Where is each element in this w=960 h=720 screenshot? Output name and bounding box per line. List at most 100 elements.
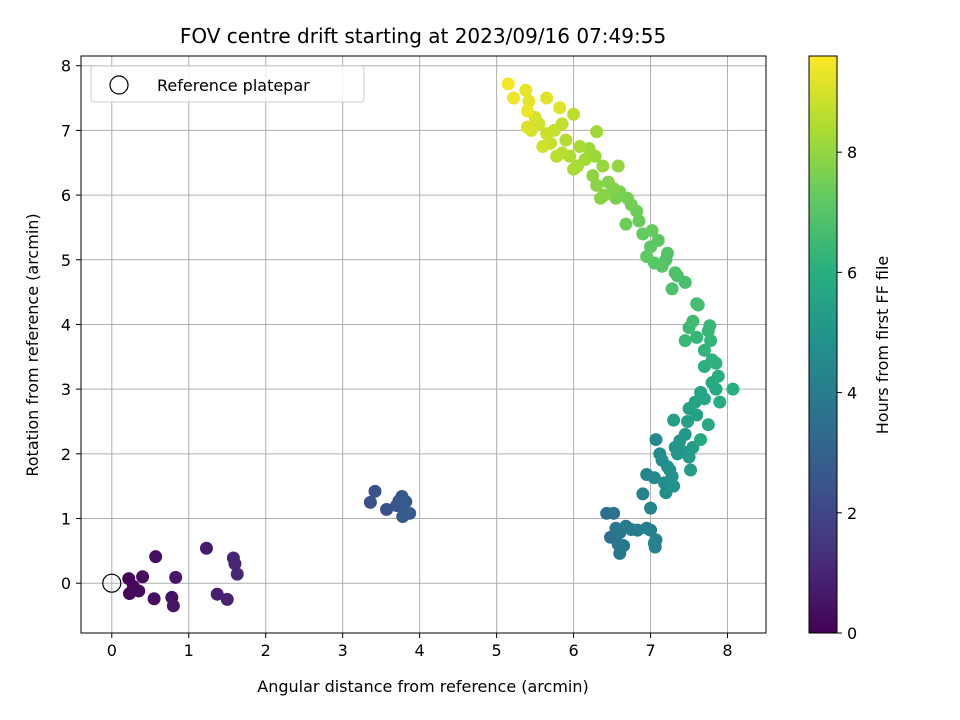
- colorbar-tick-label: 2: [847, 504, 857, 523]
- y-tick-label: 2: [61, 445, 71, 464]
- data-point: [668, 266, 682, 280]
- data-point: [647, 471, 661, 485]
- data-point: [665, 282, 679, 296]
- data-point: [649, 433, 663, 447]
- data-point: [567, 162, 581, 176]
- x-tick-label: 0: [107, 641, 117, 660]
- data-point: [166, 599, 180, 613]
- data-point: [590, 125, 604, 139]
- legend-label: Reference platepar: [157, 76, 310, 95]
- data-point: [550, 149, 564, 163]
- data-point: [540, 91, 554, 105]
- y-tick-label: 5: [61, 251, 71, 270]
- data-point: [680, 414, 694, 428]
- data-points: [122, 77, 740, 613]
- reference-platepar-marker: [102, 573, 122, 593]
- data-point: [567, 107, 581, 121]
- data-point: [690, 330, 704, 344]
- data-point: [619, 217, 633, 231]
- y-axis-ticks: 0 1 2 3 4 5 6 7 8: [61, 57, 81, 593]
- data-point: [573, 140, 587, 154]
- data-point: [607, 506, 621, 520]
- data-point: [694, 433, 708, 447]
- y-tick-label: 6: [61, 186, 71, 205]
- data-point: [645, 224, 659, 238]
- data-point: [149, 550, 163, 564]
- data-point: [403, 506, 417, 520]
- data-point: [704, 334, 718, 348]
- data-point: [711, 369, 725, 383]
- data-point: [649, 533, 663, 547]
- x-tick-label: 1: [184, 641, 194, 660]
- data-point: [644, 501, 658, 515]
- x-axis-label: Angular distance from reference (arcmin): [257, 677, 588, 696]
- data-point: [697, 392, 711, 406]
- y-tick-label: 8: [61, 57, 71, 76]
- data-point: [709, 356, 723, 370]
- data-point: [665, 469, 679, 483]
- data-point: [220, 592, 234, 606]
- data-point: [636, 487, 650, 501]
- data-point: [363, 495, 377, 509]
- data-point: [601, 175, 615, 189]
- legend: Reference platepar: [90, 65, 365, 103]
- data-point: [617, 539, 631, 553]
- data-point: [586, 169, 600, 183]
- data-point: [701, 418, 715, 432]
- data-point: [640, 250, 654, 264]
- colorbar-label: Hours from first FF file: [873, 256, 892, 435]
- data-point: [522, 94, 536, 108]
- chart-title: FOV centre drift starting at 2023/09/16 …: [180, 24, 666, 48]
- y-tick-label: 7: [61, 121, 71, 140]
- y-tick-label: 1: [61, 510, 71, 529]
- data-point: [684, 463, 698, 477]
- data-point: [169, 570, 183, 584]
- data-point: [686, 314, 700, 328]
- data-point: [726, 382, 740, 396]
- data-point: [609, 191, 623, 205]
- x-tick-label: 3: [338, 641, 348, 660]
- data-point: [713, 395, 727, 409]
- colorbar-tick-label: 8: [847, 143, 857, 162]
- data-point: [667, 413, 681, 427]
- data-point: [536, 140, 550, 154]
- data-point: [540, 127, 554, 141]
- y-tick-label: 4: [61, 315, 71, 334]
- data-point: [594, 191, 608, 205]
- y-tick-label: 3: [61, 380, 71, 399]
- plot-frame: [80, 55, 767, 634]
- data-point: [147, 592, 161, 606]
- data-point: [132, 584, 146, 598]
- data-point: [632, 214, 646, 228]
- data-point: [678, 334, 692, 348]
- colorbar-tick-label: 0: [847, 624, 857, 643]
- data-point: [520, 104, 534, 118]
- y-axis-label: Rotation from reference (arcmin): [23, 213, 42, 476]
- grid-lines: [81, 56, 766, 633]
- legend-marker-icon: [109, 75, 129, 95]
- colorbar-tick-label: 4: [847, 384, 857, 403]
- data-point: [703, 319, 717, 333]
- colorbar-ticks: 0 2 4 6 8: [837, 143, 857, 643]
- data-point: [520, 120, 534, 134]
- data-point: [501, 77, 515, 91]
- legend-box: [90, 65, 365, 103]
- x-tick-label: 7: [645, 641, 655, 660]
- data-point: [596, 159, 610, 173]
- data-point: [199, 541, 213, 555]
- x-tick-label: 8: [722, 641, 732, 660]
- colorbar-tick-label: 6: [847, 263, 857, 282]
- data-point: [678, 427, 692, 441]
- data-point: [210, 587, 224, 601]
- data-point: [228, 557, 242, 571]
- colorbar: [808, 55, 838, 634]
- data-point: [553, 101, 567, 115]
- x-tick-label: 4: [415, 641, 425, 660]
- y-tick-label: 0: [61, 574, 71, 593]
- data-point: [136, 570, 150, 584]
- data-point: [691, 298, 705, 312]
- data-point: [519, 83, 533, 97]
- x-axis-ticks: 0 1 2 3 4 5 6 7 8: [107, 633, 733, 660]
- x-tick-label: 6: [568, 641, 578, 660]
